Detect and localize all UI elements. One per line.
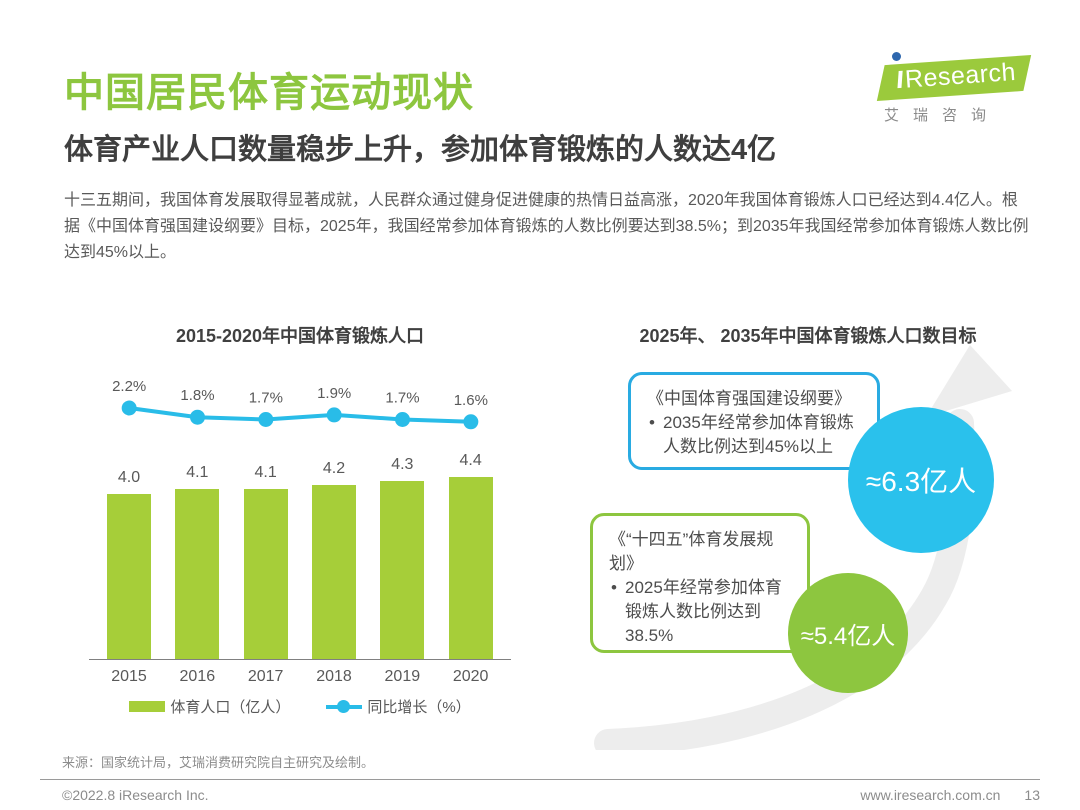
bar-column: 4.4 bbox=[437, 452, 505, 659]
callout-2025-heading: 《“十四五”体育发展规划》 bbox=[609, 530, 774, 573]
bar-value-label: 4.4 bbox=[459, 452, 482, 469]
x-axis-label: 2019 bbox=[384, 668, 421, 685]
legend-line-dot bbox=[337, 700, 351, 713]
legend-bar-swatch bbox=[129, 701, 166, 712]
bar-column: 4.2 bbox=[300, 460, 368, 659]
bar-value-label: 4.0 bbox=[117, 468, 141, 486]
bar-value-label: 4.1 bbox=[254, 464, 277, 482]
left-chart-title: 2015-2020年中国体育锻炼人口 bbox=[175, 326, 425, 346]
page-number: 13 bbox=[1024, 787, 1040, 803]
logo-i-stem bbox=[897, 70, 903, 89]
bar-value-label: 4.1 bbox=[186, 464, 209, 482]
footer-right: www.iresearch.com.cn 13 bbox=[860, 787, 1040, 803]
body-paragraph: 十三五期间，我国体育发展取得显著成就，人民群众通过健身促进健康的热情日益高涨，2… bbox=[64, 192, 1029, 261]
legend-line-swatch bbox=[326, 700, 363, 713]
growth-line-series: 2.2% 1.8% 1.7% 1.9% 1.7% 1.6% bbox=[112, 378, 488, 430]
bar-value-label: 4.3 bbox=[391, 456, 414, 474]
right-chart-title: 2025年、 2035年中国体育锻炼人口数目标 bbox=[639, 326, 977, 346]
x-axis-label: 2017 bbox=[247, 668, 284, 685]
x-axis-label: 2018 bbox=[316, 668, 352, 685]
growth-point-label: 1.6% bbox=[454, 392, 488, 409]
growth-line bbox=[128, 406, 471, 424]
callout-2035-heading: 《中国体育强国建设纲要》 bbox=[647, 389, 851, 408]
target-circle-2035: ≈6.3亿人 bbox=[848, 407, 994, 553]
bar bbox=[243, 489, 288, 659]
x-axis-label: 2020 bbox=[452, 668, 489, 685]
callout-2035-bullet-text: 2035年经常参加体育锻炼人数比例达到45%以上 bbox=[663, 413, 854, 456]
callout-2025-bullet: • 2025年经常参加体育锻炼人数比例达到38.5% bbox=[609, 576, 793, 648]
legend-line-label: 同比增长（%） bbox=[367, 699, 471, 716]
bar bbox=[175, 489, 220, 659]
growth-point-label: 1.8% bbox=[180, 387, 214, 404]
callout-2025: 《“十四五”体育发展规划》 • 2025年经常参加体育锻炼人数比例达到38.5% bbox=[590, 513, 810, 653]
bar-column: 4.1 bbox=[163, 464, 231, 659]
growth-line-point bbox=[190, 409, 205, 425]
bar bbox=[312, 485, 356, 659]
bar-column: 4.0 bbox=[95, 469, 163, 659]
legend-item-bar: 体育人口（亿人） bbox=[129, 696, 290, 717]
callout-2035: 《中国体育强国建设纲要》 • 2035年经常参加体育锻炼人数比例达到45%以上 bbox=[628, 372, 880, 470]
growth-line-point bbox=[121, 400, 137, 416]
growth-line-point bbox=[463, 414, 479, 430]
copyright-text: ©2022.8 iResearch Inc. bbox=[62, 787, 209, 803]
website-url: www.iresearch.com.cn bbox=[860, 787, 1001, 803]
x-axis-label: 2016 bbox=[179, 668, 216, 685]
bar-value-label: 4.2 bbox=[322, 460, 346, 478]
logo-i-dot bbox=[892, 52, 901, 61]
x-axis-labels: 2015 2016 2017 2018 2019 2020 bbox=[95, 668, 505, 690]
page-subtitle: 体育产业人口数量稳步上升，参加体育锻炼的人数达4亿 bbox=[64, 134, 777, 166]
bar bbox=[107, 493, 151, 659]
exercise-population-chart: 2.2% 1.8% 1.7% 1.9% 1.7% 1.6% 4.0 4.1 4.1 4.2 4.3… bbox=[89, 360, 511, 730]
growth-point-label: 2.2% bbox=[112, 378, 146, 395]
chart-legend: 体育人口（亿人） 同比增长（%） bbox=[95, 696, 505, 717]
growth-line-point bbox=[258, 412, 274, 427]
iresearch-logo: Research 艾瑞咨询 bbox=[868, 52, 1038, 130]
callout-2035-bullet: • 2035年经常参加体育锻炼人数比例达到45%以上 bbox=[647, 411, 863, 459]
growth-line-point bbox=[326, 407, 342, 423]
source-note: 来源：国家统计局，艾瑞消费研究院自主研究及绘制。 bbox=[62, 755, 375, 770]
legend-item-line: 同比增长（%） bbox=[326, 696, 471, 717]
callout-2025-bullet-text: 2025年经常参加体育锻炼人数比例达到38.5% bbox=[625, 578, 782, 645]
bar bbox=[448, 477, 493, 659]
x-axis-line bbox=[89, 659, 511, 660]
page-title: 中国居民体育运动现状 bbox=[64, 71, 474, 115]
target-circle-2025: ≈5.4亿人 bbox=[788, 573, 908, 693]
target-panel: 《中国体育强国建设纲要》 • 2035年经常参加体育锻炼人数比例达到45%以上 … bbox=[570, 345, 1050, 750]
footer-divider bbox=[40, 779, 1040, 780]
arrowhead-icon bbox=[926, 345, 1012, 417]
growth-point-label: 1.7% bbox=[385, 390, 419, 407]
bar-column: 4.3 bbox=[368, 456, 436, 659]
bullet-dot: • bbox=[611, 578, 617, 597]
bar-column: 4.1 bbox=[232, 464, 300, 659]
logo-chinese-text: 艾瑞咨询 bbox=[884, 107, 1001, 124]
bar-series: 4.0 4.1 4.1 4.2 4.3 4.4 bbox=[95, 360, 505, 659]
bullet-dot: • bbox=[649, 413, 655, 432]
growth-point-label: 1.9% bbox=[317, 385, 351, 402]
growth-point-label: 1.7% bbox=[249, 390, 283, 407]
legend-bar-label: 体育人口（亿人） bbox=[170, 699, 291, 716]
x-axis-label: 2015 bbox=[111, 668, 147, 685]
bar bbox=[380, 481, 425, 659]
growth-line-point bbox=[395, 412, 410, 427]
